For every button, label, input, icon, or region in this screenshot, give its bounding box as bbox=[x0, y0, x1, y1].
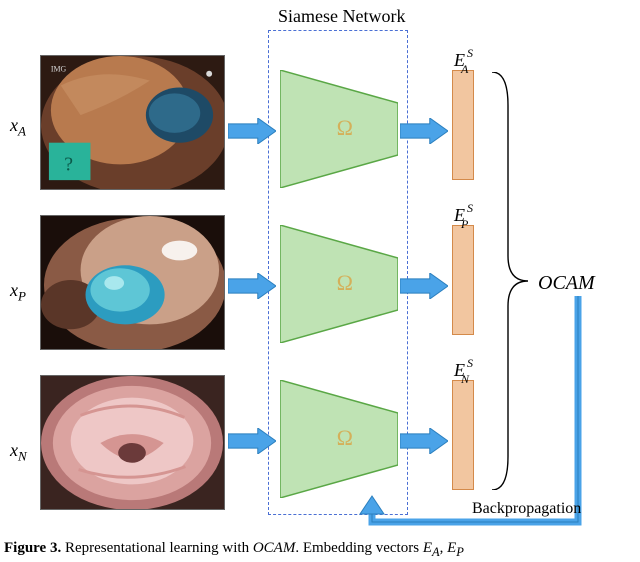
input-label-xp: xP bbox=[10, 280, 26, 305]
thumb-negative bbox=[40, 375, 225, 510]
omega-a: Ω bbox=[337, 115, 353, 141]
embed-label-p: ESP bbox=[454, 203, 478, 230]
svg-text:IMG: IMG bbox=[51, 65, 67, 74]
arrow-out-a bbox=[400, 118, 448, 144]
siamese-diagram: Siamese Network xA ? IMG xP bbox=[0, 0, 640, 525]
arrow-out-p bbox=[400, 273, 448, 299]
input-label-xn: xN bbox=[10, 440, 27, 465]
embed-label-n: ESN bbox=[454, 358, 479, 385]
svg-text:?: ? bbox=[64, 153, 73, 175]
arrow-in-a bbox=[228, 118, 276, 144]
trapezoid-p: Ω bbox=[280, 225, 398, 343]
thumb-positive bbox=[40, 215, 225, 350]
embed-rect-p bbox=[452, 225, 474, 335]
trapezoid-n: Ω bbox=[280, 380, 398, 498]
embed-rect-a bbox=[452, 70, 474, 180]
thumb-positive-svg bbox=[41, 216, 224, 349]
backprop-label: Backpropagation bbox=[472, 500, 581, 518]
figure-caption: Figure 3. Representational learning with… bbox=[0, 540, 640, 560]
diagram-title: Siamese Network bbox=[278, 6, 405, 27]
thumb-anchor: ? IMG bbox=[40, 55, 225, 190]
input-label-xa: xA bbox=[10, 115, 26, 140]
omega-p: Ω bbox=[337, 270, 353, 296]
arrow-in-p bbox=[228, 273, 276, 299]
trapezoid-a: Ω bbox=[280, 70, 398, 188]
brace bbox=[488, 72, 528, 490]
embed-rect-n bbox=[452, 380, 474, 490]
ocam-label: OCAM bbox=[538, 272, 595, 295]
omega-n: Ω bbox=[337, 425, 353, 451]
thumb-negative-svg bbox=[41, 376, 224, 509]
arrow-out-n bbox=[400, 428, 448, 454]
embed-label-a: ESA bbox=[454, 48, 478, 75]
arrow-in-n bbox=[228, 428, 276, 454]
thumb-anchor-svg: ? IMG bbox=[41, 56, 224, 189]
